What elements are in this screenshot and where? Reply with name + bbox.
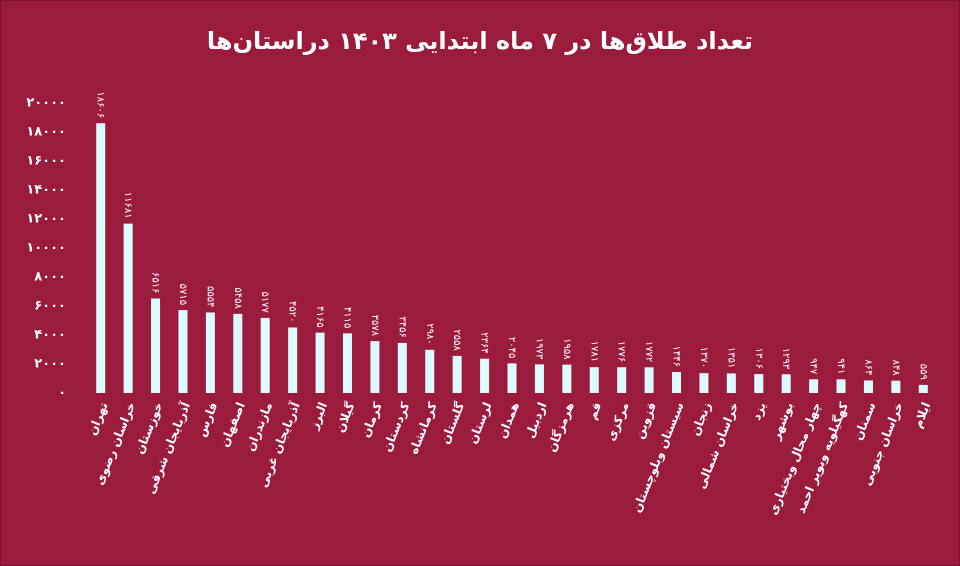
bar [397,342,407,393]
bar [534,364,544,393]
value-label: ۶۵۱۶ [150,272,161,293]
x-tick-label: یزد [749,400,769,422]
bar [342,333,352,393]
bar [781,374,791,393]
value-label: ۲۵۵۸ [451,329,462,351]
bar [507,363,517,393]
bar [863,380,873,393]
bar [96,123,106,393]
y-tick-label: ۲۰۰۰ [34,357,66,372]
y-tick-label: ۱۲۰۰۰ [26,212,66,227]
bar [315,332,325,393]
bar [123,223,133,393]
value-label: ۹۴۱ [835,358,846,374]
y-tick-label: ۱۰۰۰۰ [26,241,66,256]
y-tick-label: ۱۴۰۰۰ [26,183,66,198]
bar [260,317,270,393]
bar [589,367,599,393]
bar [699,373,709,393]
y-tick-label: ۰ [58,386,66,401]
bar [480,358,490,393]
value-label: ۵۴۵۸ [232,287,243,309]
bar [809,379,819,393]
x-tick-label: قم [585,400,604,421]
value-label: ۴۵۲۰ [287,301,298,322]
value-label: ۱۲۹۳ [780,348,791,370]
value-label: ۲۹۸۰ [424,323,435,344]
value-label: ۳۴۵۶ [396,316,407,337]
value-label: ۱۹۷۳ [533,338,544,360]
y-tick-label: ۴۰۰۰ [34,328,66,343]
bar [370,341,380,393]
value-label: ۱۸۶۰۶ [95,91,106,118]
bar [233,313,243,393]
value-label: ۵۷۱۵ [177,284,188,305]
value-label: ۲۰۴۵ [506,337,517,358]
bar [836,379,846,393]
value-label: ۵۱۷۷ [259,291,270,313]
bar [672,372,682,393]
value-label: ۸۶۴ [862,359,873,375]
value-label: ۱۷۷۲ [643,341,654,362]
value-label: ۱۱۶۸۱ [122,192,133,219]
value-label: ۴۱۱۵ [341,307,352,328]
bar [178,310,188,393]
chart-title: تعداد طلاق‌ها در ۷ ماه ابتدایی ۱۴۰۳ دراس… [207,27,753,55]
bar [151,298,161,393]
bar [452,355,462,393]
y-tick-label: ۲۰۰۰۰ [26,96,66,111]
bar [644,367,654,393]
value-label: ۵۵۹ [917,364,928,380]
bar [288,327,298,393]
bar [425,349,435,393]
value-label: ۱۹۵۸ [561,338,572,360]
value-label: ۱۳۵۱ [725,347,736,368]
bar [617,367,627,393]
value-label: ۵۵۵۴ [204,286,215,307]
value-label: ۱۷۷۶ [616,341,627,362]
value-label: ۴۱۶۵ [314,306,325,327]
y-tick-label: ۶۰۰۰ [34,299,66,314]
value-label: ۲۳۶۴ [479,332,490,353]
y-tick-label: ۱۸۰۰۰ [26,125,66,140]
bar [754,374,764,393]
value-label: ۳۵۷۸ [369,315,380,337]
y-tick-label: ۸۰۰۰ [34,270,66,285]
value-label: ۱۴۴۶ [671,346,682,367]
bar [726,373,736,393]
value-label: ۱۳۷۰ [698,347,709,368]
value-label: ۹۴۷ [808,358,819,375]
value-label: ۱۷۸۱ [588,341,599,362]
value-label: ۸۴۸ [890,360,901,377]
value-label: ۱۳۰۶ [753,348,764,369]
bar [918,384,928,393]
bar [891,380,901,393]
bar [205,312,215,393]
y-tick-label: ۱۶۰۰۰ [26,154,66,169]
bar [562,364,572,393]
